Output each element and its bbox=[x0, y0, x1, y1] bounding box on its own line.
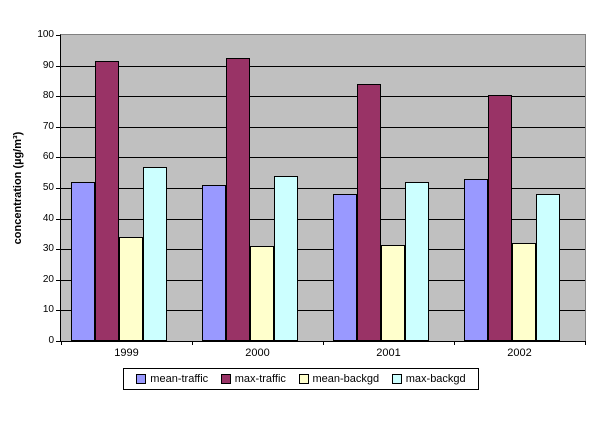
x-category-label-2001: 2001 bbox=[376, 347, 401, 359]
bar-max-backgd-2001 bbox=[405, 182, 429, 341]
gridline-30 bbox=[61, 249, 585, 250]
y-tick-50 bbox=[56, 188, 61, 189]
legend-item-max-traffic: max-traffic bbox=[220, 373, 286, 385]
y-tick-label-70: 70 bbox=[42, 121, 54, 132]
bar-max-traffic-2002 bbox=[488, 95, 512, 341]
x-tick-0 bbox=[61, 341, 62, 345]
y-tick-40 bbox=[56, 219, 61, 220]
bar-max-traffic-2001 bbox=[357, 84, 381, 341]
y-tick-100 bbox=[56, 35, 61, 36]
legend-swatch-mean-traffic bbox=[136, 374, 147, 384]
gridline-80 bbox=[61, 96, 585, 97]
bar-mean-backgd-1999 bbox=[119, 237, 143, 341]
gridline-40 bbox=[61, 219, 585, 220]
bar-max-traffic-1999 bbox=[95, 61, 119, 341]
bar-mean-backgd-2000 bbox=[250, 246, 274, 341]
y-tick-10 bbox=[56, 310, 61, 311]
y-tick-label-90: 90 bbox=[42, 60, 54, 71]
x-tick-2 bbox=[323, 341, 324, 345]
x-category-label-1999: 1999 bbox=[114, 347, 139, 359]
bar-mean-backgd-2001 bbox=[381, 245, 405, 341]
y-tick-label-60: 60 bbox=[42, 151, 54, 162]
bar-mean-traffic-1999 bbox=[71, 182, 95, 341]
bar-mean-traffic-2002 bbox=[464, 179, 488, 341]
legend-label-mean-backgd: mean-backgd bbox=[312, 373, 380, 385]
y-tick-0 bbox=[56, 341, 61, 342]
legend-label-max-backgd: max-backgd bbox=[405, 373, 466, 385]
bar-mean-backgd-2002 bbox=[512, 243, 536, 341]
gridline-70 bbox=[61, 127, 585, 128]
y-tick-label-0: 0 bbox=[48, 335, 54, 346]
gridline-60 bbox=[61, 157, 585, 158]
y-tick-20 bbox=[56, 280, 61, 281]
y-tick-label-80: 80 bbox=[42, 90, 54, 101]
gridline-20 bbox=[61, 280, 585, 281]
legend-label-max-traffic: max-traffic bbox=[234, 373, 286, 385]
bar-mean-traffic-2000 bbox=[202, 185, 226, 341]
gridline-90 bbox=[61, 66, 585, 67]
legend-item-max-backgd: max-backgd bbox=[391, 373, 466, 385]
y-tick-label-100: 100 bbox=[37, 29, 54, 40]
plot-area bbox=[60, 34, 586, 342]
bar-max-backgd-1999 bbox=[143, 167, 167, 341]
x-tick-1 bbox=[192, 341, 193, 345]
legend-label-mean-traffic: mean-traffic bbox=[150, 373, 209, 385]
y-tick-90 bbox=[56, 66, 61, 67]
legend-item-mean-backgd: mean-backgd bbox=[298, 373, 380, 385]
y-tick-label-40: 40 bbox=[42, 213, 54, 224]
legend-swatch-max-traffic bbox=[220, 374, 231, 384]
bar-max-backgd-2000 bbox=[274, 176, 298, 341]
bar-max-traffic-2000 bbox=[226, 58, 250, 341]
y-tick-label-50: 50 bbox=[42, 182, 54, 193]
legend-swatch-mean-backgd bbox=[298, 374, 309, 384]
x-category-label-2000: 2000 bbox=[245, 347, 270, 359]
gridline-10 bbox=[61, 310, 585, 311]
legend-item-mean-traffic: mean-traffic bbox=[136, 373, 208, 385]
y-tick-30 bbox=[56, 249, 61, 250]
y-tick-label-10: 10 bbox=[42, 304, 54, 315]
x-category-label-2002: 2002 bbox=[507, 347, 532, 359]
bar-max-backgd-2002 bbox=[536, 194, 560, 341]
y-tick-label-30: 30 bbox=[42, 243, 54, 254]
x-tick-3 bbox=[454, 341, 455, 345]
legend-swatch-max-backgd bbox=[391, 374, 402, 384]
y-tick-60 bbox=[56, 157, 61, 158]
y-tick-label-20: 20 bbox=[42, 274, 54, 285]
bar-mean-traffic-2001 bbox=[333, 194, 357, 341]
gridline-50 bbox=[61, 188, 585, 189]
legend: mean-traffic max-traffic mean-backgd max… bbox=[123, 368, 479, 390]
y-tick-70 bbox=[56, 127, 61, 128]
y-tick-80 bbox=[56, 96, 61, 97]
x-tick-4 bbox=[585, 341, 586, 345]
